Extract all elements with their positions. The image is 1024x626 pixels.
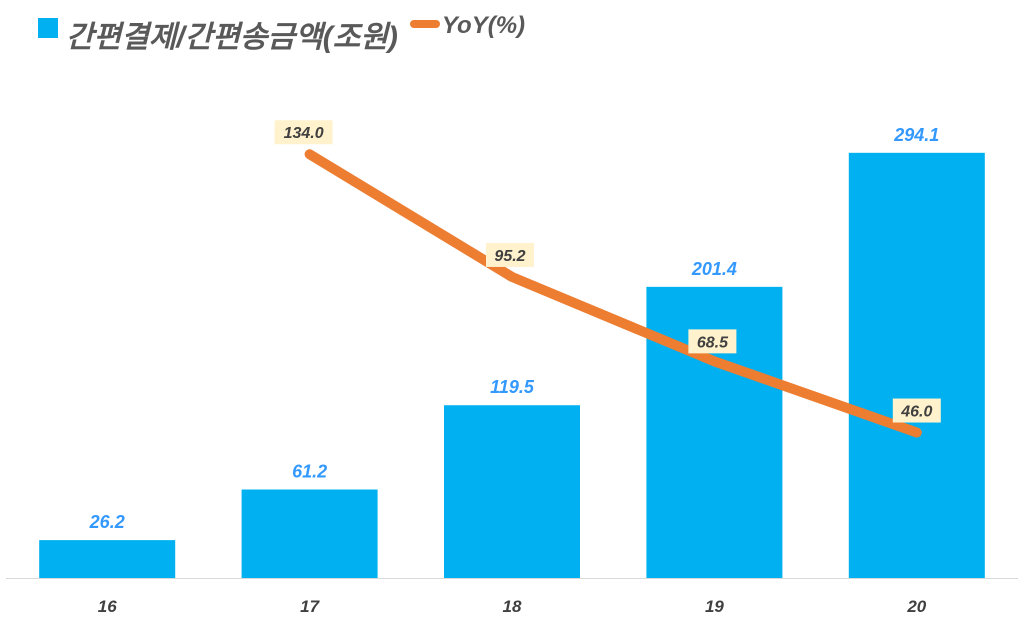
- line-label-box: [892, 398, 941, 423]
- bar: [241, 489, 378, 578]
- bar: [848, 152, 985, 578]
- yoy-line: [304, 149, 922, 438]
- line-data-label: 134.0: [284, 125, 324, 142]
- x-tick-label: 19: [705, 597, 724, 616]
- line-data-label: 95.2: [494, 248, 525, 265]
- legend-line-label: YoY(%): [441, 12, 526, 39]
- bar-data-label: 26.2: [89, 512, 125, 532]
- line-data-label: 46.0: [900, 404, 932, 421]
- legend: 간편결제/간편송금액(조원) YoY(%): [38, 12, 525, 56]
- x-tick-label: 16: [98, 597, 117, 616]
- line-data-label: 68.5: [697, 334, 729, 351]
- legend-line-swatch: [409, 20, 440, 28]
- line-label-box: [486, 242, 534, 267]
- line-label-box: [274, 120, 333, 145]
- legend-bar-swatch: [38, 18, 58, 38]
- x-tick-label: 20: [906, 597, 926, 616]
- x-tick-label: 18: [503, 597, 522, 616]
- legend-bar-label: 간편결제/간편송금액(조원): [66, 21, 398, 54]
- bar: [444, 405, 580, 578]
- bar-data-label: 119.5: [490, 377, 535, 397]
- x-tick-label: 17: [300, 597, 320, 616]
- bar-data-label: 294.1: [893, 125, 939, 145]
- bar-data-label: 61.2: [292, 462, 327, 482]
- bar: [39, 540, 176, 578]
- bar-data-label: 201.4: [691, 259, 737, 279]
- line-label-box: [688, 329, 737, 354]
